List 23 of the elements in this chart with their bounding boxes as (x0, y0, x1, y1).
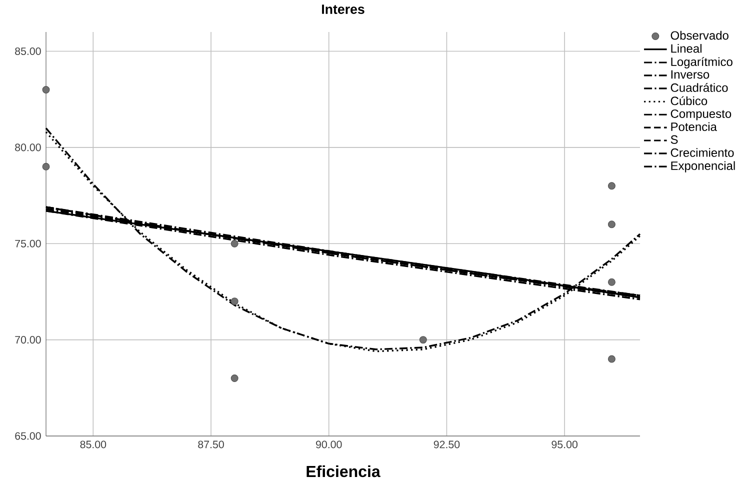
x-axis-title: Eficiencia (306, 465, 380, 478)
legend-label: Cúbico (670, 96, 708, 106)
legend-label: Crecimiento (670, 148, 734, 157)
legend-label: S (670, 135, 678, 144)
legend-label: Exponencial (671, 161, 735, 172)
x-tick-label: 95.00 (552, 440, 578, 448)
y-tick-label: 75.00 (15, 240, 41, 248)
x-tick-label: 85.00 (80, 440, 106, 448)
legend-label: Logarítmico (671, 57, 732, 68)
chart-title: Interes (322, 4, 364, 14)
x-tick-label: 92.50 (434, 440, 460, 448)
x-tick-label: 90.00 (316, 440, 342, 448)
y-tick-label: 85.00 (15, 47, 41, 56)
legend-label: Potencia (671, 122, 717, 132)
legend-label: Inverso (671, 70, 710, 79)
legend-label: Lineal (671, 44, 702, 53)
x-tick-label: 87.50 (198, 440, 224, 448)
legend-label: Cuadrático (670, 82, 728, 92)
y-tick-label: 70.00 (15, 336, 41, 344)
legend-label: Compuesto (670, 109, 732, 120)
legend-label: Observado (670, 30, 728, 40)
y-tick-label: 80.00 (15, 144, 41, 152)
y-tick-label: 65.00 (15, 432, 41, 440)
